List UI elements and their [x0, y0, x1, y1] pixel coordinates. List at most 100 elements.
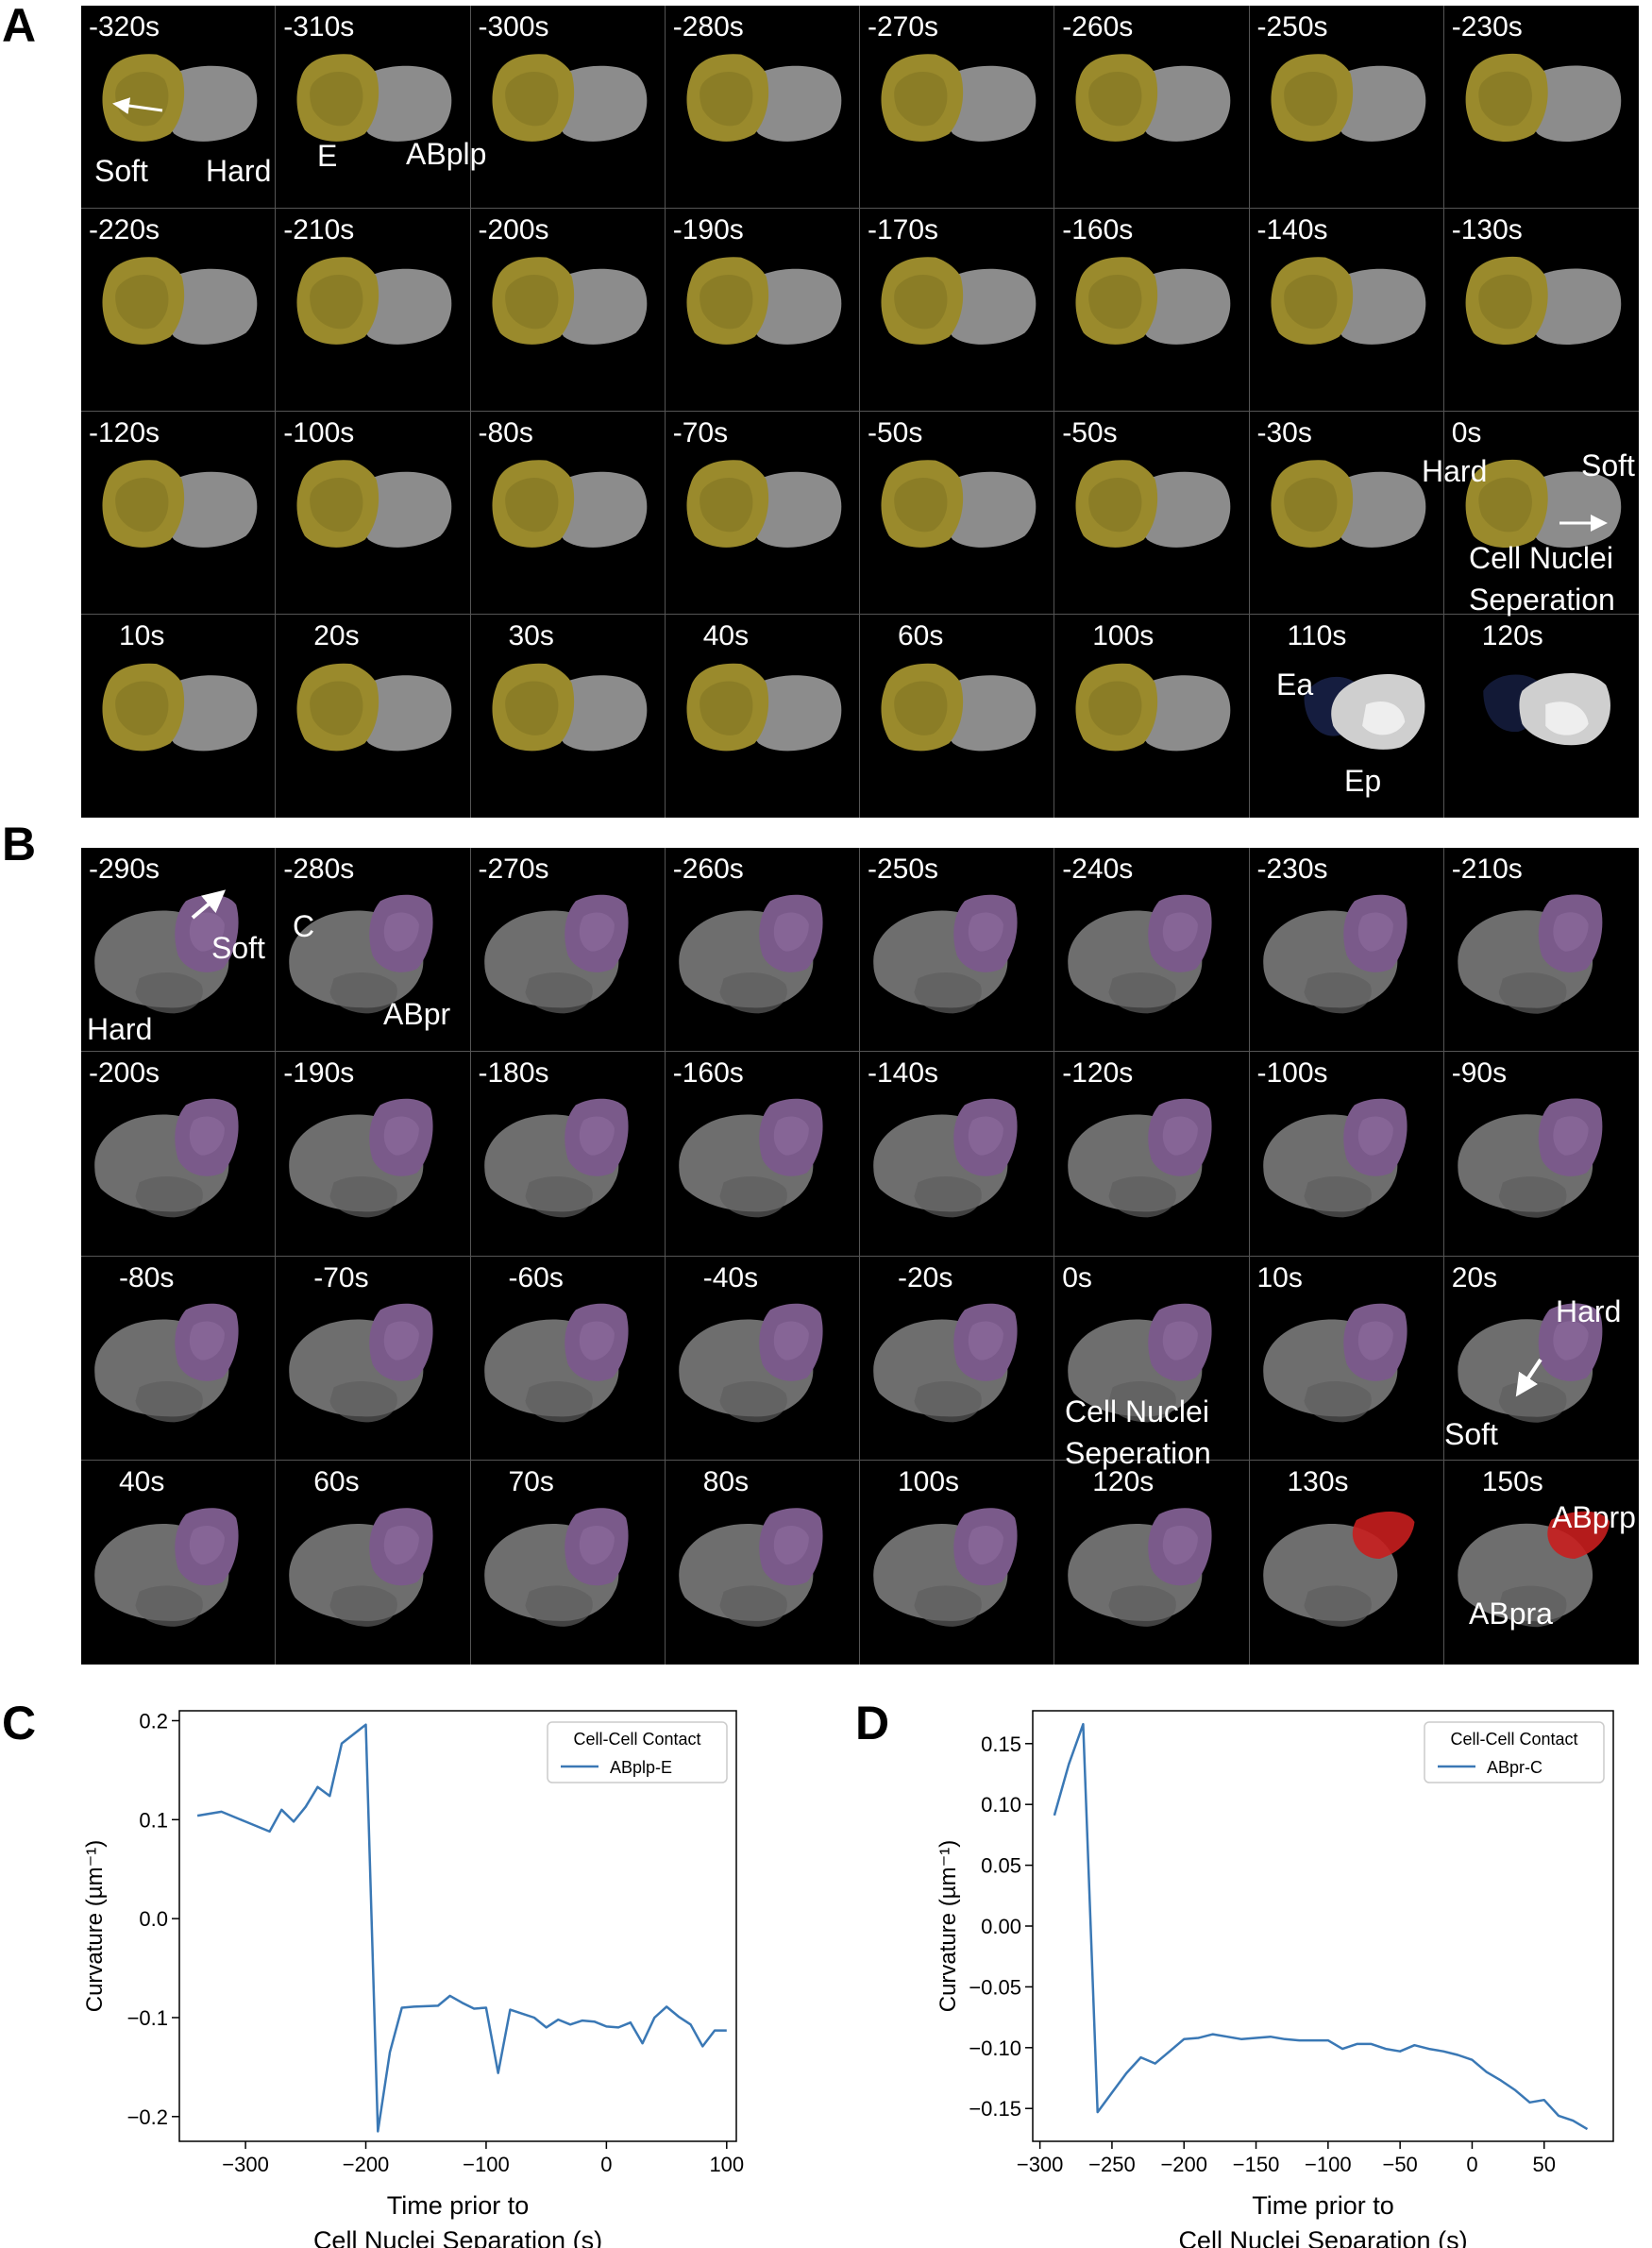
panel-a-cell: -100s: [276, 412, 471, 615]
chart-c: −300 −200 −100 0 100 −0.2 −0.1 0.0 0.1 0.2 Time pr…: [82, 1709, 744, 2248]
panel-a-cell-render: [491, 54, 647, 142]
panel-b-cell: 80s: [666, 1460, 860, 1665]
panel-a-time-label: -250s: [1256, 11, 1328, 42]
panel-a-cell-render: [686, 460, 842, 548]
panel-b-cell-render: [873, 894, 1018, 1014]
x-tick-label: 100: [709, 2153, 744, 2176]
panel-b-cell: -200s: [81, 1052, 277, 1257]
panel-b-time-label: -280s: [283, 854, 355, 885]
panel-b-cell: -100s: [1249, 1052, 1444, 1257]
panel-b-cell-render: [1458, 1098, 1603, 1218]
panel-a-cell-render: [1075, 54, 1231, 142]
panel-b-time-label: 130s: [1287, 1465, 1349, 1497]
panel-b-cell: -230s: [1249, 848, 1444, 1053]
y-axis-label: Curvature (µm⁻¹): [82, 1840, 108, 2013]
panel-b-cell-render: [1068, 1098, 1212, 1218]
panel-b-time-label: -160s: [672, 1057, 744, 1090]
panel-b-cell: -270s: [470, 848, 666, 1053]
panel-b-cell-render: [1262, 894, 1408, 1014]
y-axis-label: Curvature (µm⁻¹): [936, 1840, 961, 2013]
x-axis-label-line1: Time prior to: [387, 2191, 530, 2220]
panel-b-cell: -70s: [276, 1256, 471, 1461]
y-tick-label: 0.1: [139, 1808, 168, 1832]
panel-b-time-label: 40s: [119, 1465, 165, 1497]
panel-a-cell: -220s: [81, 209, 277, 412]
panel-a-cell: 40s: [666, 615, 860, 818]
panel-a-time-label: -190s: [672, 214, 744, 245]
x-tick-label: −200: [1160, 2153, 1207, 2176]
panel-b-time-label: -70s: [313, 1261, 369, 1293]
panel-a-time-label: -100s: [283, 417, 355, 448]
panel-b-time-label: 80s: [702, 1465, 750, 1497]
panel-b-time-label: 100s: [898, 1465, 960, 1497]
panel-a-annotation-abplp: ABplp: [406, 137, 487, 171]
panel-a-cell-render: [1075, 460, 1231, 548]
panel-b-cell: -180s: [470, 1052, 666, 1257]
panel-a-time-label: -230s: [1451, 11, 1523, 42]
panel-a-cell-render: [296, 54, 452, 142]
panel-a-image-grid: -320s -310s -300s -280s -270s -260s -250…: [81, 6, 1639, 818]
panel-a-time-label: 120s: [1481, 620, 1543, 651]
panel-a-time-label: -300s: [478, 11, 549, 42]
x-axis-label-line1: Time prior to: [1252, 2191, 1394, 2220]
panel-b-cell: -80s: [81, 1256, 277, 1461]
panel-a-cell-render: [881, 663, 1037, 752]
plot-frame: [178, 1710, 737, 2142]
x-tick-label: 0: [1466, 2153, 1477, 2176]
panel-label-b: B: [2, 818, 37, 870]
panel-a-time-label: -320s: [89, 11, 160, 42]
panel-b-cell-render: [94, 1098, 239, 1218]
panel-b-time-label: -180s: [478, 1057, 549, 1090]
panel-a-time-label: 60s: [898, 620, 944, 651]
panel-a-time-label: -220s: [89, 214, 160, 245]
panel-a-cell: 120s: [1444, 615, 1639, 818]
panel-b-annotation-abpr: ABpr: [383, 997, 451, 1031]
panel-a-cell-render: [1465, 53, 1621, 143]
panel-b-time-label: -20s: [898, 1261, 953, 1293]
panel-b-time-label: -140s: [868, 1057, 939, 1090]
panel-a-cell: -130s: [1443, 209, 1639, 412]
panel-b-cell-render: [483, 894, 629, 1014]
panel-a-cell-render: [1303, 674, 1424, 750]
y-tick-label: 0.0: [139, 1907, 168, 1931]
panel-b-cell: -260s: [665, 848, 860, 1053]
panel-b-cell-render: [678, 1303, 823, 1422]
panel-a-cell: -310s: [276, 6, 471, 209]
y-tick-label: −0.15: [969, 2097, 1021, 2121]
y-tick-label: 0.15: [981, 1732, 1021, 1756]
panel-a-cell: 100s: [1054, 615, 1250, 818]
panel-b-cell: 60s: [276, 1460, 471, 1665]
panel-a-cell: -190s: [665, 209, 860, 412]
panel-b-cell-render: [483, 1507, 629, 1627]
panel-b-cell: -210s: [1443, 848, 1639, 1053]
y-tick-label: 0.00: [981, 1915, 1021, 1938]
panel-a-time-label: 110s: [1287, 620, 1347, 651]
panel-a-cell-render: [296, 663, 452, 752]
y-tick-label: 0.05: [981, 1854, 1021, 1878]
panel-b-annotation-soft: Soft: [211, 931, 265, 965]
panel-b-cell: 100s: [860, 1460, 1055, 1665]
panel-a-cell: -160s: [1054, 209, 1250, 412]
panel-b-time-label: 10s: [1256, 1261, 1303, 1293]
panel-b-time-label: 60s: [313, 1465, 360, 1497]
panel-a-time-label: -260s: [1062, 11, 1134, 42]
panel-a-cell-render: [296, 460, 452, 548]
panel-a-cell: 20s: [276, 615, 471, 818]
panel-b-time-label: -250s: [868, 854, 939, 885]
panel-b-time-label: 70s: [508, 1465, 554, 1497]
legend-entry: ABplp-E: [610, 1758, 672, 1777]
panel-b-time-label: 150s: [1481, 1465, 1543, 1497]
panel-a-time-label: -80s: [478, 417, 533, 448]
y-tick-label: −0.1: [127, 2006, 168, 2030]
panel-a-time-label: -310s: [283, 11, 355, 42]
panel-b-annotation-abpra: ABpra: [1469, 1597, 1553, 1631]
x-tick-label: −50: [1382, 2153, 1417, 2176]
x-axis-label-line2: Cell Nuclei Separation (s): [313, 2226, 602, 2248]
panel-a-cell-render: [1270, 460, 1425, 548]
panel-b-time-label: -210s: [1451, 854, 1523, 885]
legend-title: Cell-Cell Contact: [573, 1730, 700, 1749]
panel-b-time-label: -120s: [1062, 1057, 1134, 1090]
panel-b-time-label: 0s: [1062, 1261, 1092, 1293]
panel-b-cell-render: [1458, 894, 1603, 1014]
panel-a-annotation-ep: Ep: [1344, 764, 1382, 798]
